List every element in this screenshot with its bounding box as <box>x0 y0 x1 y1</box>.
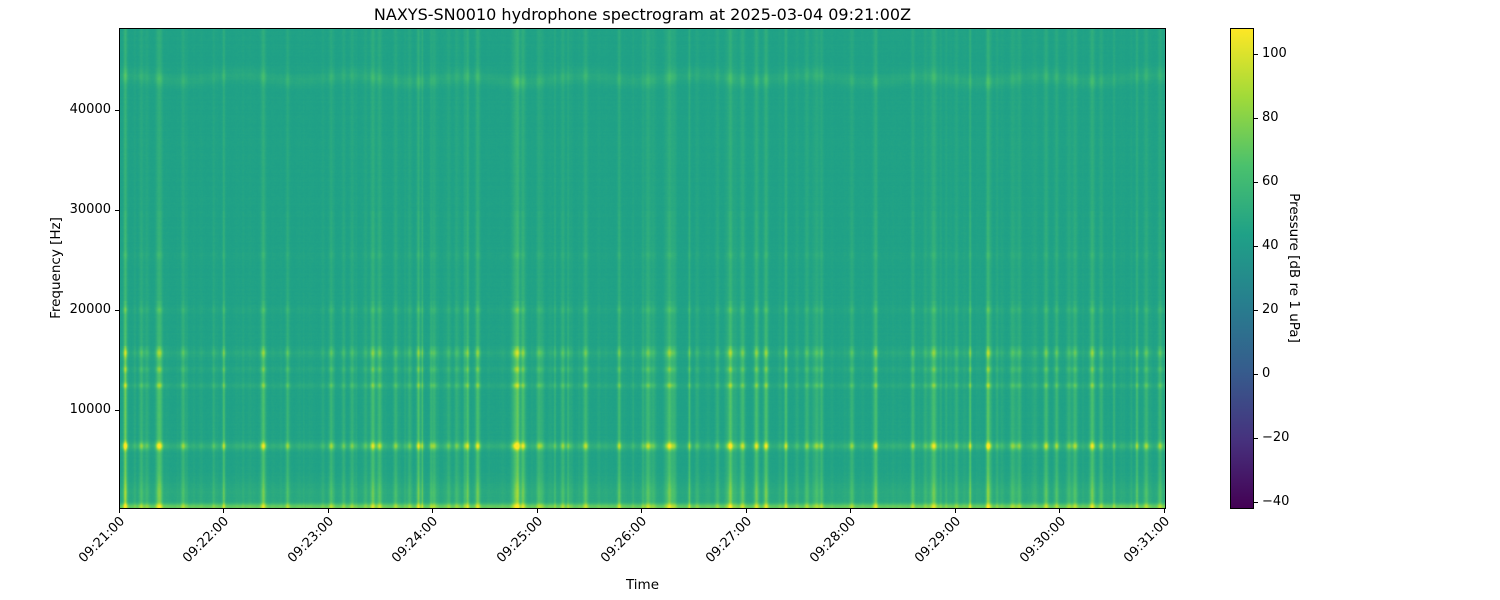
x-tick-label: 09:27:00 <box>703 514 755 566</box>
x-tick-label: 09:25:00 <box>493 514 546 566</box>
spectrogram-canvas <box>120 29 1165 508</box>
colorbar-tick-label: 20 <box>1262 302 1279 318</box>
x-tick-label: 09:29:00 <box>912 514 965 566</box>
x-tick-mark <box>641 509 643 513</box>
spectrogram-plot-area <box>119 28 1166 509</box>
x-tick-label: 09:23:00 <box>284 514 337 566</box>
y-tick-label: 20000 <box>69 302 111 317</box>
x-tick-mark <box>536 509 538 513</box>
x-tick-label: 09:26:00 <box>598 514 651 566</box>
x-tick-label: 09:28:00 <box>807 514 860 566</box>
colorbar-tick-mark <box>1254 181 1258 183</box>
x-tick-label: 09:30:00 <box>1016 514 1069 566</box>
colorbar-label: Pressure [dB re 1 uPa] <box>1286 193 1302 343</box>
x-tick-mark <box>745 509 747 513</box>
x-tick-mark <box>954 509 956 513</box>
x-tick-label: 09:31:00 <box>1121 514 1174 566</box>
x-tick-mark <box>327 509 329 513</box>
colorbar-tick-label: 60 <box>1262 174 1279 190</box>
colorbar-tick-mark <box>1254 373 1258 375</box>
x-tick-label: 09:24:00 <box>389 514 442 566</box>
colorbar-tick-mark <box>1254 309 1258 311</box>
colorbar-tick-mark <box>1254 437 1258 439</box>
y-tick-mark <box>115 209 119 211</box>
colorbar <box>1230 28 1254 509</box>
x-tick-mark <box>223 509 225 513</box>
x-axis-label: Time <box>625 577 660 593</box>
y-tick-mark <box>115 309 119 311</box>
y-tick-mark <box>115 409 119 411</box>
x-tick-label: 09:21:00 <box>75 514 128 566</box>
x-tick-label: 09:22:00 <box>180 514 233 566</box>
colorbar-tick-label: 100 <box>1262 46 1287 62</box>
colorbar-tick-label: −40 <box>1262 494 1290 510</box>
x-tick-mark <box>1164 509 1165 513</box>
colorbar-tick-mark <box>1254 117 1258 119</box>
colorbar-tick-mark <box>1254 501 1258 503</box>
y-tick-label: 40000 <box>69 102 111 117</box>
chart-title: NAXYS-SN0010 hydrophone spectrogram at 2… <box>373 5 912 24</box>
colorbar-tick-label: −20 <box>1262 430 1290 446</box>
colorbar-tick-mark <box>1254 245 1258 247</box>
y-axis-label: Frequency [Hz] <box>48 217 64 319</box>
y-tick-label: 30000 <box>69 202 111 217</box>
y-tick-mark <box>115 109 119 111</box>
x-tick-mark <box>850 509 852 513</box>
x-tick-mark <box>1059 509 1061 513</box>
x-tick-mark <box>432 509 434 513</box>
colorbar-tick-mark <box>1254 53 1258 55</box>
x-tick-mark <box>118 509 120 513</box>
colorbar-tick-label: 40 <box>1262 238 1279 254</box>
colorbar-tick-label: 80 <box>1262 110 1279 126</box>
y-tick-label: 10000 <box>69 402 111 417</box>
colorbar-tick-label: 0 <box>1262 366 1271 382</box>
